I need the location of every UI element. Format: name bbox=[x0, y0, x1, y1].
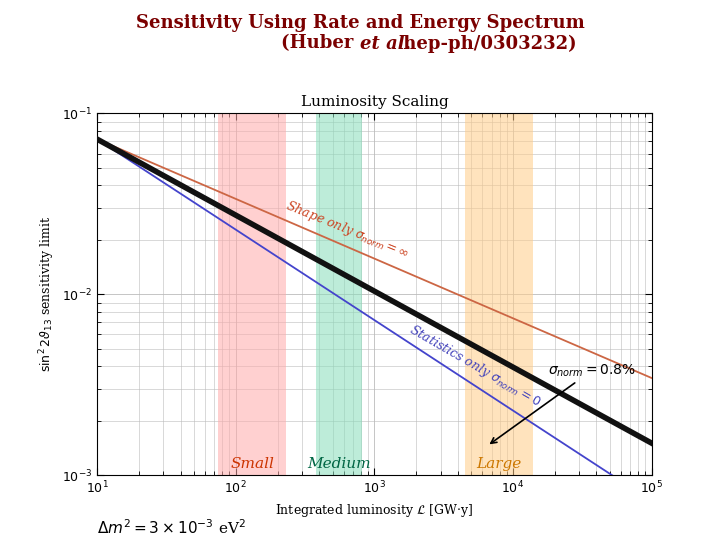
Text: Statistics only $\sigma_{norm} = 0$: Statistics only $\sigma_{norm} = 0$ bbox=[405, 321, 544, 410]
Text: Large: Large bbox=[477, 457, 522, 471]
Title: Luminosity Scaling: Luminosity Scaling bbox=[300, 96, 449, 110]
Text: $\sigma_{norm}= 0.8\%$: $\sigma_{norm}= 0.8\%$ bbox=[491, 362, 636, 443]
Text: $\Delta m^2 = 3\times10^{-3}$ eV$^2$: $\Delta m^2 = 3\times10^{-3}$ eV$^2$ bbox=[97, 518, 246, 537]
Bar bbox=[316, 113, 362, 475]
Text: Medium: Medium bbox=[307, 457, 371, 471]
X-axis label: Integrated luminosity $\mathcal{L}$ [GW$\cdot$y]: Integrated luminosity $\mathcal{L}$ [GW$… bbox=[275, 502, 474, 519]
Text: hep-ph/0303232): hep-ph/0303232) bbox=[397, 35, 577, 53]
Bar bbox=[465, 113, 534, 475]
Bar bbox=[218, 113, 286, 475]
Y-axis label: $\sin^2 2\vartheta_{13}$ sensitivity limit: $\sin^2 2\vartheta_{13}$ sensitivity lim… bbox=[37, 216, 57, 373]
Text: (Huber: (Huber bbox=[282, 35, 360, 52]
Text: Sensitivity Using Rate and Energy Spectrum: Sensitivity Using Rate and Energy Spectr… bbox=[135, 14, 585, 31]
Text: et al.: et al. bbox=[360, 35, 411, 52]
Text: Small: Small bbox=[230, 457, 274, 471]
Text: Shape only $\sigma_{norm} = \infty$: Shape only $\sigma_{norm} = \infty$ bbox=[283, 198, 411, 262]
